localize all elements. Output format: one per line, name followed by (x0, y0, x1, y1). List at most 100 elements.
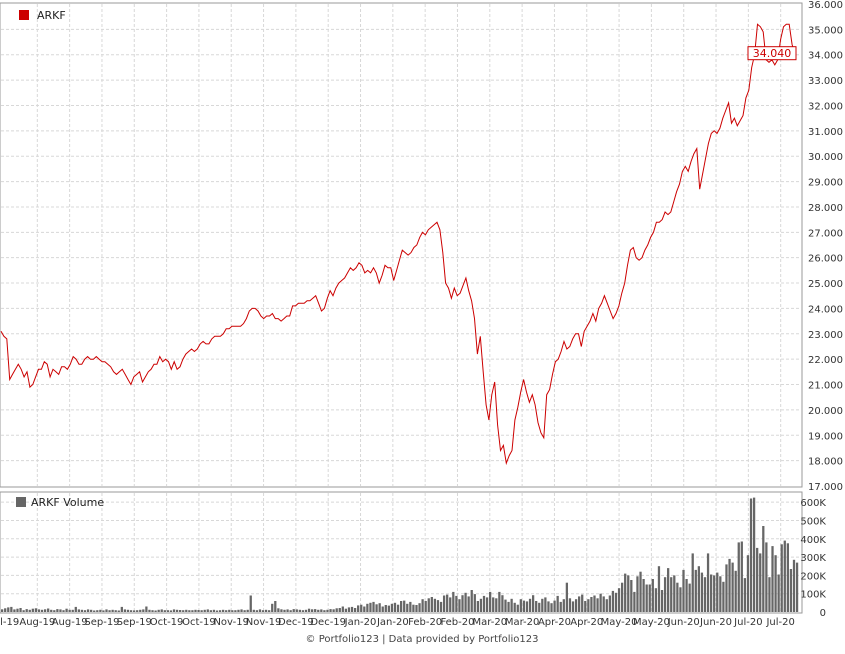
last-value-marker: 34.040 (747, 46, 797, 61)
volume-bar (430, 597, 433, 612)
x-tick-label: Feb-20 (440, 617, 474, 628)
x-tick-label: Nov-19 (213, 617, 249, 628)
volume-bar (154, 610, 157, 612)
x-tick-label: Dec-19 (310, 617, 346, 628)
x-tick-label: Jul-20 (733, 617, 762, 628)
volume-legend: ARKF Volume (16, 496, 104, 509)
volume-bar (10, 606, 13, 612)
x-axis: Jul-19Aug-19Aug-19Sep-19Sep-19Oct-19Oct-… (0, 617, 795, 628)
volume-bar (571, 601, 575, 612)
volume-bar (749, 498, 753, 612)
x-tick-label: Dec-19 (278, 617, 314, 628)
volume-y-tick-label: 500K (800, 516, 826, 527)
volume-bar (255, 610, 259, 612)
volume-bar (590, 597, 593, 612)
volume-bar (547, 601, 550, 612)
volume-bar (455, 595, 458, 612)
volume-bar (157, 609, 160, 612)
volume-bar (642, 579, 645, 612)
volume-bar (667, 568, 670, 612)
volume-bar (59, 609, 62, 612)
price-y-tick-label: 23.000 (808, 330, 843, 341)
volume-bar (393, 602, 397, 612)
volume-bar (424, 601, 427, 612)
price-y-tick-label: 29.000 (808, 178, 843, 189)
volume-bar (37, 609, 41, 612)
volume-bar (406, 603, 409, 612)
volume-bar (713, 575, 716, 612)
price-y-tick-label: 17.000 (808, 482, 843, 493)
volume-bar (673, 575, 676, 612)
x-tick-label: Mar-20 (473, 617, 508, 628)
volume-bar (504, 599, 507, 612)
volume-bar (458, 599, 461, 612)
volume-bar (498, 591, 501, 612)
volume-bar (538, 602, 541, 612)
volume-bar (194, 609, 197, 612)
volume-bar (283, 609, 286, 612)
x-tick-label: Jan-20 (376, 617, 409, 628)
volume-y-tick-label: 100K (800, 590, 826, 601)
volume-bar (620, 582, 624, 612)
x-tick-label: Oct-19 (182, 617, 216, 628)
volume-bar (795, 562, 799, 612)
x-tick-label: Sep-19 (84, 617, 119, 628)
volume-bar (166, 610, 170, 612)
price-series-line (0, 23, 796, 466)
volume-legend-label: ARKF Volume (31, 496, 104, 509)
price-panel-frame (0, 2, 803, 488)
volume-bars (1, 497, 799, 612)
volume-bar (25, 609, 28, 612)
volume-bar (556, 595, 559, 612)
volume-bar (4, 608, 7, 612)
volume-bar (381, 606, 384, 612)
volume-bar (185, 609, 188, 612)
price-y-tick-label: 36.000 (808, 0, 843, 11)
volume-bar (347, 607, 351, 612)
volume-bar (28, 609, 31, 612)
volume-bar (412, 604, 415, 612)
volume-bar (485, 597, 489, 612)
volume-bar (789, 569, 793, 612)
volume-bar (633, 591, 636, 612)
volume-bar (80, 609, 84, 612)
price-y-tick-label: 25.000 (808, 279, 843, 290)
volume-bar (277, 608, 280, 612)
volume-bar (482, 595, 486, 612)
volume-bar (513, 602, 516, 612)
volume-bar (203, 609, 206, 612)
volume-bar (660, 590, 664, 612)
volume-bar (326, 609, 329, 612)
volume-bar (771, 546, 774, 612)
volume-bar (593, 595, 596, 612)
volume-y-tick-label: 300K (800, 553, 826, 564)
volume-bar (96, 610, 99, 612)
volume-bar (83, 610, 87, 612)
volume-bar (694, 569, 697, 612)
price-y-tick-label: 26.000 (808, 254, 843, 265)
price-y-tick-label: 20.000 (808, 406, 843, 417)
volume-bar (507, 601, 510, 612)
volume-bar (363, 606, 366, 612)
volume-bar (16, 608, 19, 612)
volume-bar (344, 608, 348, 612)
volume-bar (479, 598, 483, 612)
volume-bar (329, 609, 332, 612)
volume-bar (703, 577, 707, 612)
volume-legend-swatch (16, 497, 26, 507)
volume-bar (476, 601, 479, 612)
x-tick-label: Mar-20 (505, 617, 540, 628)
volume-bar (292, 609, 295, 612)
volume-bar (338, 608, 341, 612)
volume-bar (446, 594, 449, 612)
volume-bar (136, 610, 139, 612)
volume-bar (452, 591, 455, 612)
volume-bar (369, 602, 372, 612)
volume-bar (387, 605, 390, 612)
volume-y-axis: 0 100K 200K 300K 400K 500K 600K (800, 498, 826, 619)
volume-bar (596, 598, 599, 612)
volume-bar (617, 588, 621, 612)
x-tick-label: Jun-20 (667, 617, 700, 628)
volume-bar (636, 576, 639, 612)
volume-bar (114, 610, 117, 612)
